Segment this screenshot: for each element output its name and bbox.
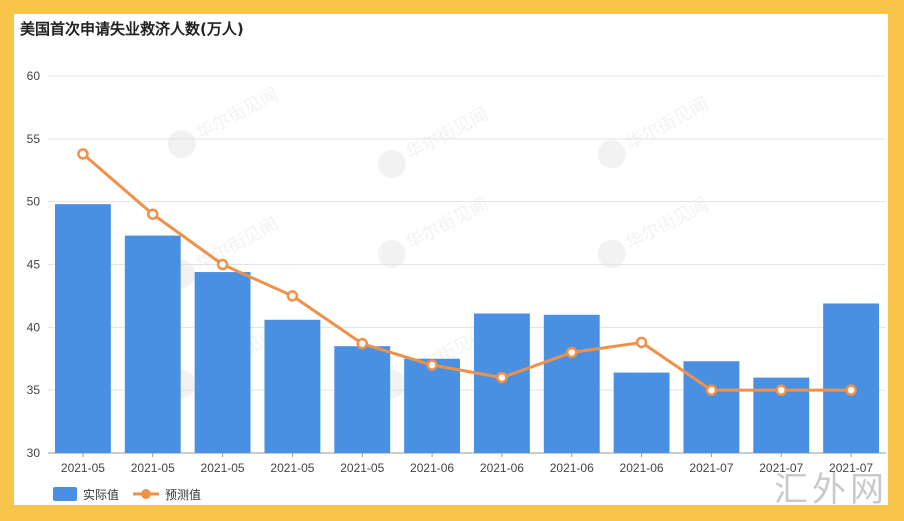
forecast-point [705,384,718,396]
forecast-point [77,148,89,160]
bar-actual [334,346,391,453]
forecast-point [496,371,508,384]
y-tick-label: 50 [27,195,41,209]
legend-swatch-forecast-dot [141,489,151,499]
legend-label-forecast: 预测值 [165,487,201,502]
bar-actual [54,204,111,453]
bar-actual [613,372,670,453]
bar-actual [194,272,251,453]
x-tick-label: 2021-06 [410,461,454,475]
x-tick-label: 2021-05 [201,461,245,475]
bar-actual [404,358,461,453]
x-tick-label: 2021-07 [689,461,733,475]
forecast-point [356,337,368,350]
x-tick-label: 2021-05 [340,461,384,475]
chart-title: 美国首次申请失业救济人数(万人) [20,20,244,38]
y-tick-label: 40 [27,320,41,334]
x-tick-label: 2021-06 [620,461,664,475]
watermark-label: 华尔街见闻 [192,214,281,275]
bar-actual [124,235,181,453]
watermark-text: 华尔街见闻 [597,94,712,169]
watermark-label: 华尔街见闻 [622,194,711,255]
watermark-text: 华尔街见闻 [167,84,282,159]
watermark-text: 华尔街见闻 [377,194,492,269]
y-tick-label: 45 [27,258,41,272]
watermark-label: 华尔街见闻 [402,104,491,165]
watermark-logo-icon [597,140,626,169]
forecast-point [566,346,578,359]
forecast-point [147,208,159,220]
watermark-logo-icon [167,130,196,159]
y-tick-label: 30 [27,446,41,460]
x-tick-label: 2021-06 [550,461,594,475]
bar-actual [264,319,321,453]
x-tick-label: 2021-07 [829,461,873,475]
forecast-point [845,384,857,396]
legend-label-actual: 实际值 [83,487,119,502]
y-tick-label: 55 [27,132,41,146]
watermark-label: 华尔街见闻 [622,94,711,155]
site-watermark: 汇外网 [774,470,888,510]
watermark-label: 华尔街见闻 [192,84,281,145]
y-tick-label: 60 [27,69,41,83]
x-tick-label: 2021-05 [131,461,175,475]
watermark-label: 华尔街见闻 [402,194,491,255]
forecast-point [635,336,648,349]
x-tick-label: 2021-05 [61,461,105,475]
forecast-point [426,359,438,371]
watermark-text: 华尔街见闻 [377,104,492,179]
bar-actual [543,314,600,453]
watermark-text: 华尔街见闻 [597,194,712,269]
watermark-logo-icon [377,240,406,269]
forecast-point [286,290,299,302]
y-tick-label: 35 [27,383,41,397]
watermark-logo-icon [377,150,406,179]
forecast-point [216,258,229,271]
bar-actual [823,303,880,453]
x-tick-label: 2021-06 [480,461,524,475]
forecast-line [81,152,852,392]
x-tick-label: 2021-07 [759,461,803,475]
x-tick-label: 2021-05 [270,461,314,475]
watermark-logo-icon [597,240,626,269]
forecast-point [775,384,787,396]
legend-swatch-actual [53,487,77,501]
